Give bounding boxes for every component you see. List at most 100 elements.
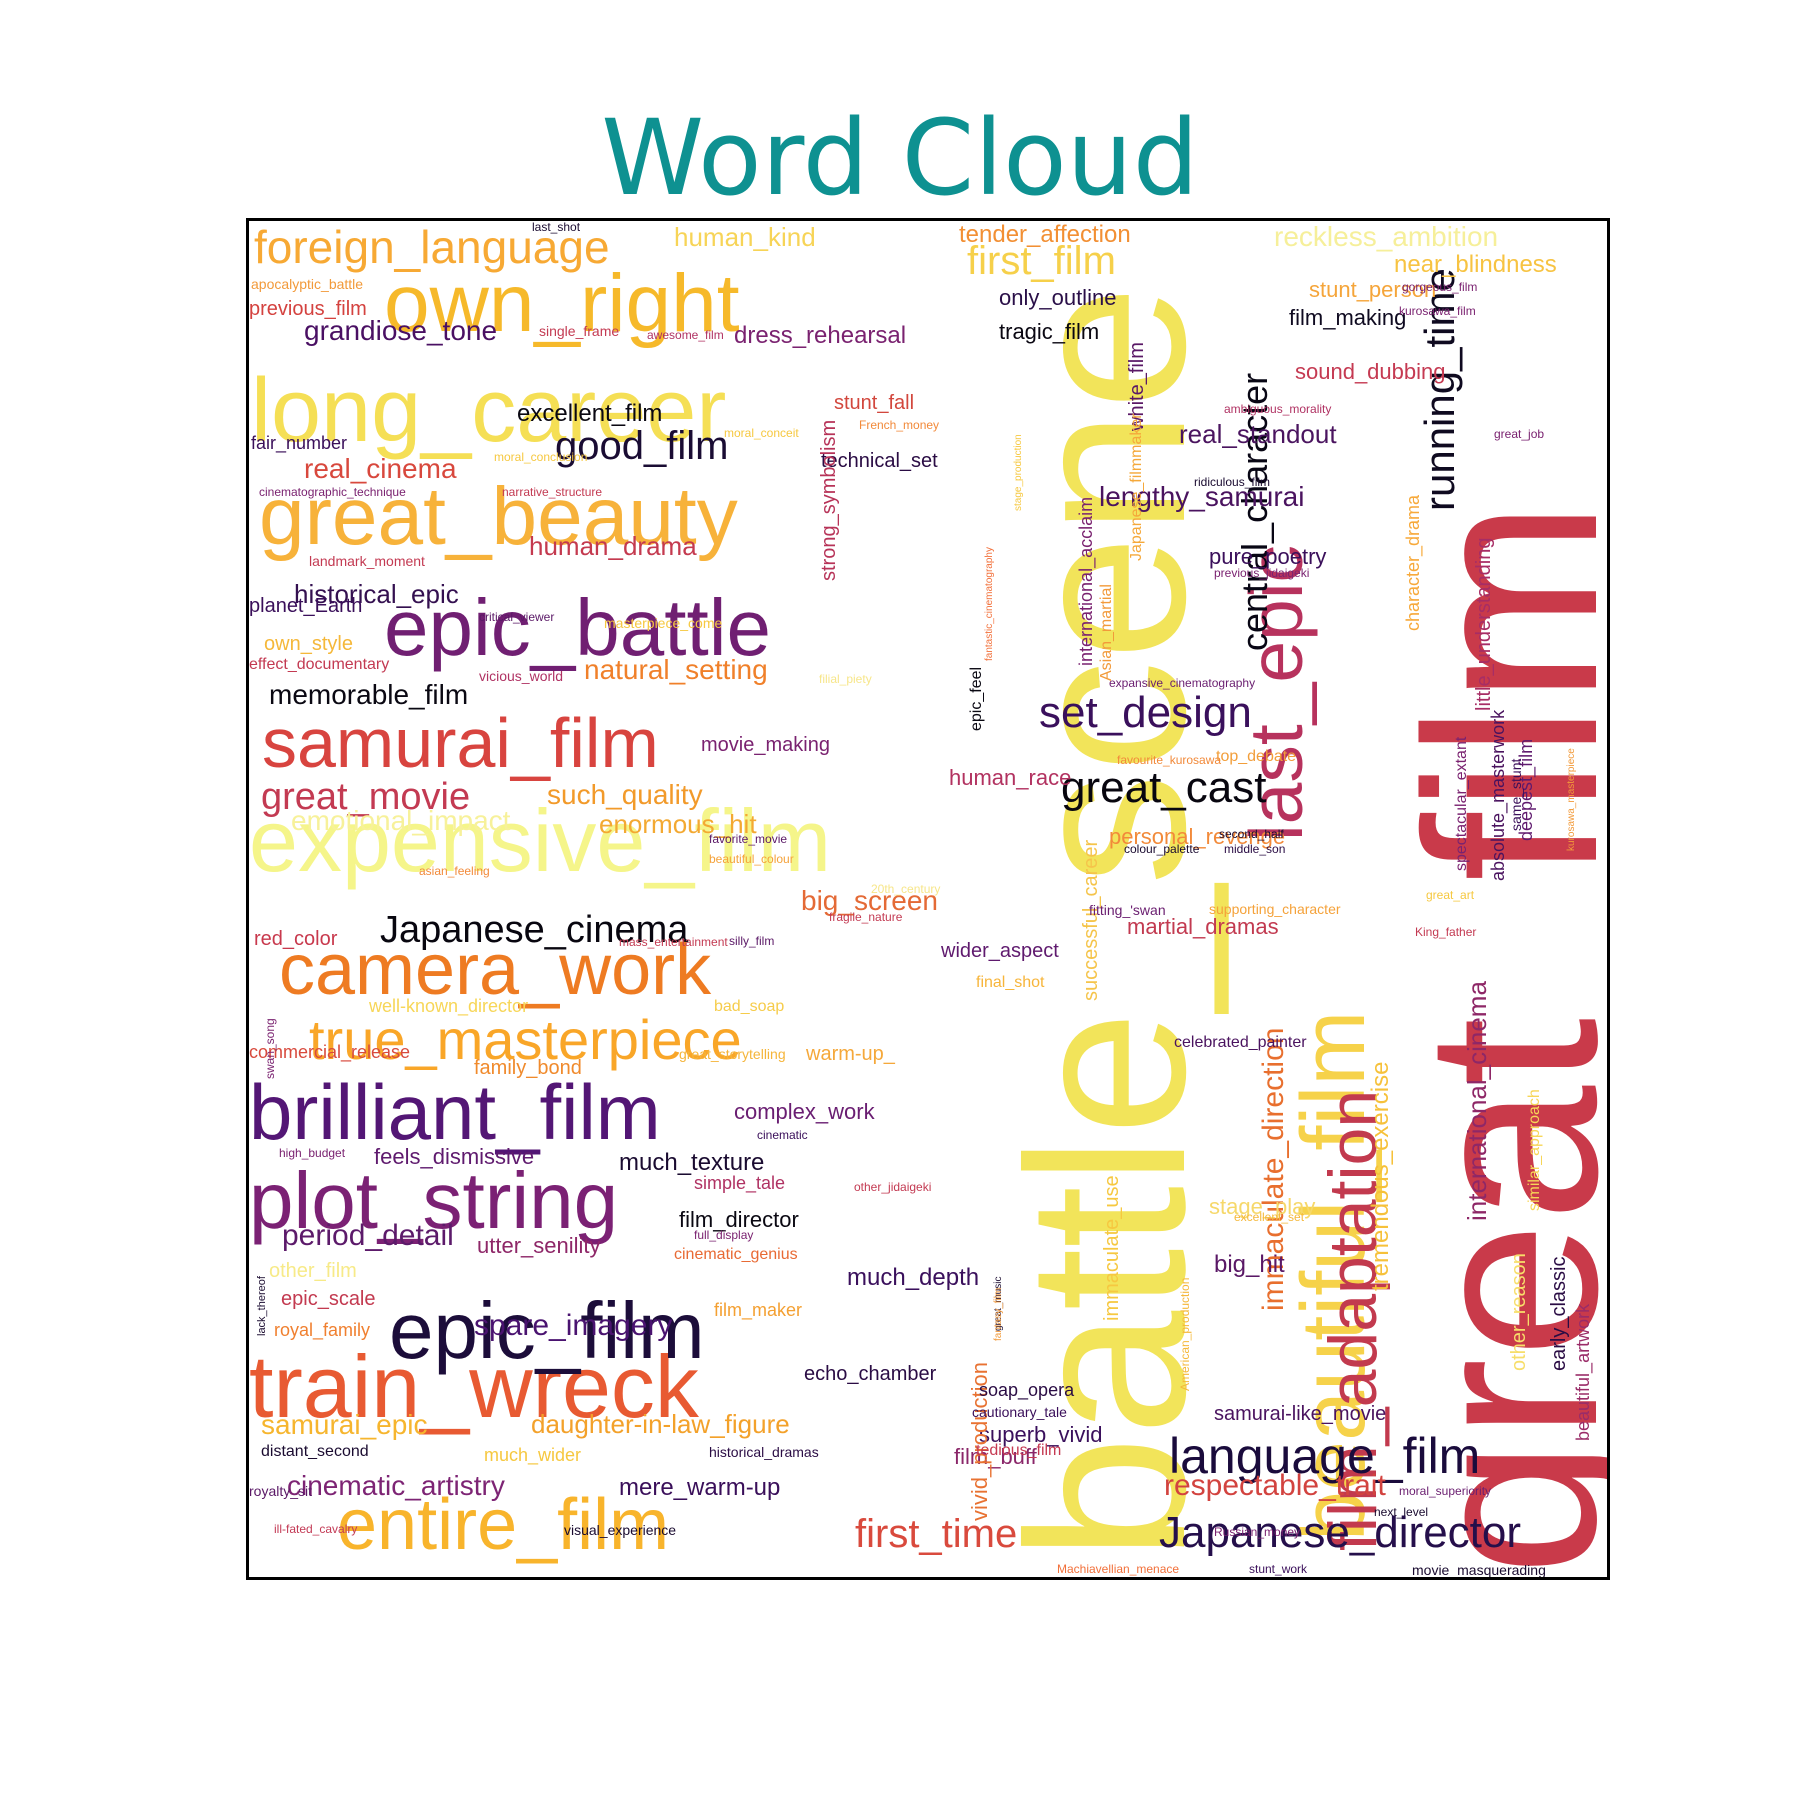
- cloud-word: set_design: [1039, 688, 1252, 737]
- cloud-word: excellent_film: [517, 400, 663, 427]
- cloud-word: cinematic_genius: [674, 1246, 798, 1263]
- cloud-word: family_bond: [474, 1057, 582, 1079]
- cloud-word: immaculate_use: [1101, 1175, 1123, 1321]
- cloud-word: ambiguous_morality: [1224, 402, 1332, 416]
- cloud-word: long_career: [251, 361, 727, 461]
- cloud-word: similar_approach: [1526, 1089, 1543, 1211]
- cloud-word: full_display: [694, 1228, 754, 1242]
- cloud-word: big_hit: [1214, 1251, 1285, 1278]
- cloud-word: royal_family: [274, 1320, 371, 1340]
- cloud-word: superb_vivid: [979, 1422, 1103, 1447]
- cloud-word: dress_rehearsal: [734, 322, 907, 349]
- cloud-word: memorable_film: [269, 679, 469, 710]
- cloud-word: beautiful_artwork: [1573, 1303, 1593, 1441]
- cloud-word: fragile_nature: [829, 910, 903, 924]
- cloud-word: fitting_'swan: [1089, 902, 1166, 918]
- cloud-word: mass_entertainment: [619, 935, 728, 949]
- cloud-word: moral_conceit: [724, 426, 799, 440]
- cloud-word: mere_warm-up: [619, 1474, 781, 1501]
- cloud-word: much_depth: [847, 1264, 980, 1291]
- cloud-word: spare_imagery: [474, 1309, 673, 1342]
- cloud-word: film_maker: [714, 1300, 803, 1320]
- cloud-word: Russian_money: [1214, 1525, 1301, 1539]
- cloud-word: soap_opera: [979, 1380, 1075, 1400]
- cloud-word: little_understanding: [1473, 537, 1495, 711]
- cloud-word: kurosawa_masterpiece: [1566, 748, 1577, 851]
- cloud-word: fair_number: [251, 433, 348, 453]
- cloud-word: film_making: [1289, 305, 1407, 330]
- cloud-word: near_blindness: [1394, 251, 1557, 278]
- cloud-word: camera_work: [279, 930, 712, 1010]
- cloud-word: successful_career: [1080, 839, 1102, 1001]
- cloud-word: period_detail: [282, 1219, 454, 1252]
- cloud-word: high_budget: [279, 1146, 346, 1160]
- cloud-word: human_drama: [529, 531, 697, 561]
- cloud-word: lengthy_samurai: [1099, 481, 1305, 512]
- cloud-word: moral_conclusion: [494, 450, 588, 464]
- cloud-word: echo_chamber: [804, 1363, 937, 1385]
- cloud-word: historical_dramas: [709, 1444, 819, 1460]
- cloud-word: tedious_film: [976, 1442, 1062, 1459]
- cloud-word: final_shot: [976, 974, 1045, 991]
- cloud-word: train_wreck: [249, 1337, 699, 1436]
- cloud-word: well-known_director: [369, 996, 529, 1016]
- cloud-word: grandiose_tone: [304, 315, 498, 346]
- cloud-word: such_quality: [547, 779, 703, 810]
- cloud-word: same_stunt: [1508, 758, 1524, 831]
- cloud-word: language_film: [1169, 1428, 1481, 1484]
- cloud-word: expansive_cinematography: [1109, 676, 1256, 690]
- cloud-word: sound_dubbing: [1295, 359, 1446, 384]
- cloud-word: silly_film: [729, 934, 775, 948]
- cloud-word: stage_production: [1013, 434, 1024, 511]
- cloud-word: film_director: [679, 1207, 799, 1232]
- cloud-word: natural_setting: [584, 654, 768, 685]
- cloud-word: fantastic_cinematography: [984, 547, 995, 661]
- cloud-word: reckless_ambition: [1274, 221, 1499, 252]
- cloud-word: second_half: [1219, 827, 1284, 841]
- cloud-word: epic_feel: [968, 666, 985, 731]
- word-cloud-frame: great_filmbattle_scenecamera_movementJap…: [246, 218, 1610, 1580]
- cloud-word: samurai_film: [262, 704, 659, 782]
- cloud-word: enormous_hit: [599, 809, 757, 839]
- cloud-word: last_shot: [532, 220, 581, 234]
- cloud-word: personal_revenge: [1109, 824, 1286, 849]
- cloud-word: fantasy_film: [993, 1287, 1004, 1341]
- cloud-word: great_job: [1494, 427, 1545, 441]
- cloud-word: own_right: [384, 258, 740, 349]
- cloud-word: planet_Earth: [249, 595, 363, 617]
- cloud-word: first_time: [855, 1512, 1018, 1556]
- cloud-word: visual_experience: [564, 1522, 677, 1538]
- cloud-word: only_outline: [999, 285, 1117, 310]
- cloud-word: filial_piety: [819, 672, 872, 686]
- cloud-word: stunt_fall: [834, 392, 915, 414]
- cloud-word: international_cinema: [1462, 981, 1492, 1221]
- cloud-word: brilliant_film: [249, 1068, 661, 1156]
- cloud-word: kurosawa_film: [1399, 304, 1476, 318]
- cloud-word: lack_thereof: [256, 1276, 268, 1336]
- cloud-word: next_level: [1374, 1505, 1429, 1519]
- cloud-word: bad_soap: [714, 998, 785, 1015]
- cloud-word: apocalyptic_battle: [251, 276, 364, 292]
- cloud-word: moral_superiority: [1399, 1484, 1492, 1498]
- cloud-word: epic_battle: [384, 583, 771, 672]
- cloud-word: previous_jidaigeki: [1214, 566, 1310, 580]
- cloud-word: true_masterpiece: [309, 1008, 742, 1071]
- cloud-word: plot_string: [249, 1156, 619, 1245]
- cloud-word: stunt_work: [1249, 1562, 1308, 1576]
- cloud-word: daughter-in-law_figure: [531, 1409, 790, 1439]
- cloud-word: samurai_epic: [261, 1409, 428, 1440]
- cloud-word: stunt_person: [1309, 277, 1437, 302]
- cloud-word: supporting_character: [1209, 901, 1341, 917]
- cloud-word: pure_poetry: [1209, 544, 1327, 569]
- cloud-word: favourite_kurosawa: [1117, 753, 1222, 767]
- cloud-word: cinematic_artistry: [287, 1470, 505, 1501]
- cloud-word: tragic_film: [999, 319, 1100, 344]
- cloud-word: tender_affection: [959, 221, 1131, 248]
- cloud-word: first_film: [967, 239, 1116, 283]
- cloud-word: previous_film: [249, 298, 367, 320]
- cloud-word: Asian_martial: [1098, 584, 1115, 681]
- cloud-word: royalty_sit: [249, 1483, 313, 1499]
- cloud-word: movie_making: [701, 734, 830, 756]
- cloud-word: warm-up_: [806, 1043, 895, 1065]
- cloud-word: stage_play: [1209, 1194, 1316, 1219]
